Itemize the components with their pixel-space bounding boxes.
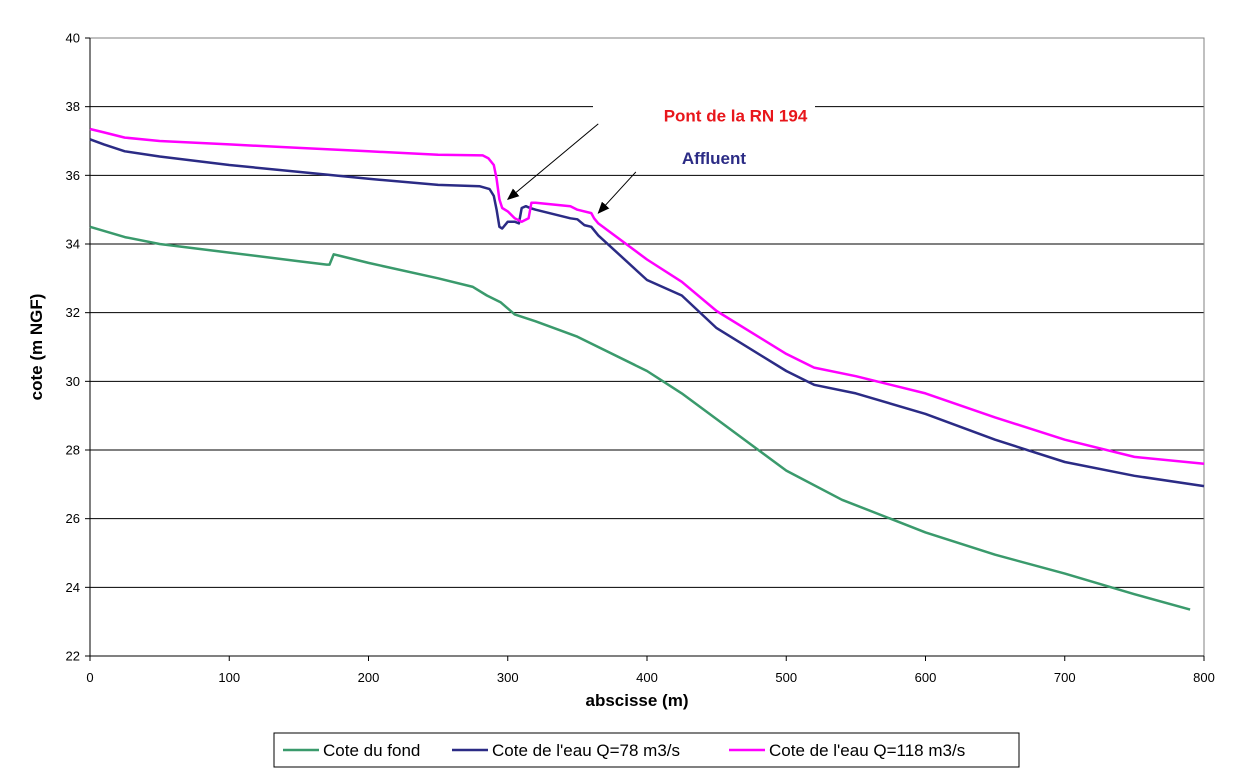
x-tick-label: 500 [775, 670, 797, 685]
annotation-arrow-1 [597, 171, 637, 214]
legend-label-0: Cote du fond [323, 741, 420, 760]
x-tick-label: 0 [86, 670, 93, 685]
x-tick-label: 700 [1054, 670, 1076, 685]
x-tick-label: 300 [497, 670, 519, 685]
y-tick-label: 22 [66, 649, 80, 664]
y-tick-label: 30 [66, 374, 80, 389]
y-axis-label: cote (m NGF) [27, 294, 46, 401]
x-tick-label: 800 [1193, 670, 1215, 685]
y-tick-label: 28 [66, 443, 80, 458]
annotation-backdrop [593, 100, 815, 126]
y-tick-label: 24 [66, 580, 80, 595]
x-tick-label: 600 [915, 670, 937, 685]
x-axis-label: abscisse (m) [586, 691, 689, 710]
y-tick-label: 38 [66, 99, 80, 114]
legend-label-1: Cote de l'eau Q=78 m3/s [492, 741, 680, 760]
x-tick-label: 400 [636, 670, 658, 685]
y-tick-label: 40 [66, 31, 80, 46]
legend-label-2: Cote de l'eau Q=118 m3/s [769, 741, 965, 760]
annotations: Pont de la RN 194 Affluent [506, 100, 815, 214]
series-line-1 [89, 138, 1205, 488]
y-tick-label: 32 [66, 305, 80, 320]
annotation-arrow-0 [506, 123, 599, 201]
y-tick-label: 36 [66, 168, 80, 183]
x-tick-label: 200 [358, 670, 380, 685]
plot-area [89, 37, 1205, 657]
x-tick-label: 100 [218, 670, 240, 685]
series-line-0 [89, 225, 1191, 611]
annotation-label-0: Pont de la RN 194 [664, 106, 808, 125]
annotation-label-1: Affluent [682, 149, 747, 168]
y-tick-label: 34 [66, 237, 80, 252]
legend-box [273, 732, 1020, 768]
y-tick-label: 26 [66, 511, 80, 526]
series-lines [89, 127, 1205, 611]
series-line-2 [89, 127, 1205, 465]
legend: Cote du fond Cote de l'eau Q=78 m3/s Cote … [273, 732, 1020, 768]
